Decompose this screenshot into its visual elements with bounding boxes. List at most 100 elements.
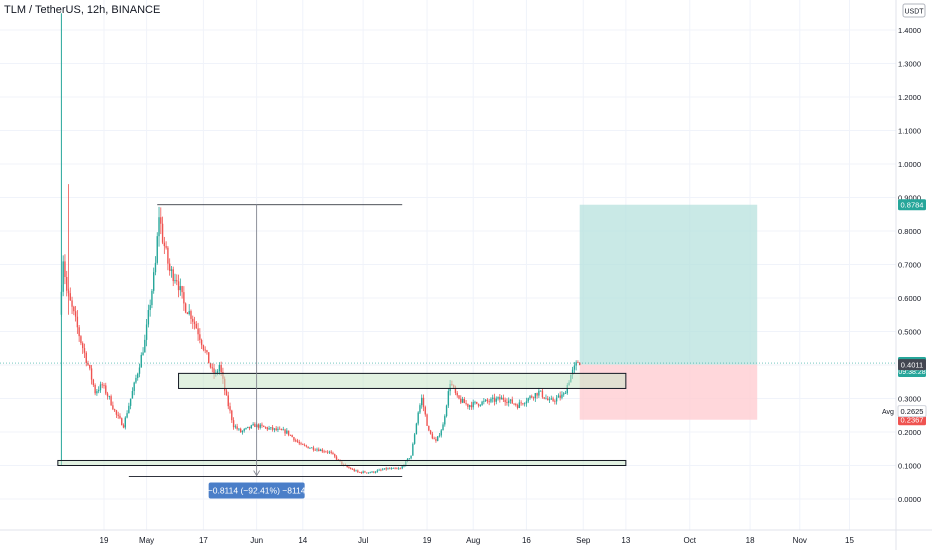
candle-body — [575, 362, 577, 366]
candle-body — [364, 471, 366, 473]
candle-body — [332, 452, 334, 455]
candle-body — [483, 400, 485, 402]
price-candles — [60, 13, 581, 474]
candle-body — [168, 263, 171, 271]
candle-body — [351, 469, 354, 470]
price-tick-label: 1.2000 — [898, 93, 921, 102]
candle-body — [106, 393, 109, 397]
candle-body — [374, 471, 377, 473]
candle-body — [579, 362, 581, 366]
candle-body — [209, 363, 212, 368]
candle-body — [82, 343, 84, 349]
candle-body — [220, 365, 222, 373]
candle-body — [367, 472, 370, 474]
candle-body — [486, 399, 489, 402]
candle-body — [309, 447, 311, 449]
candle-body — [383, 468, 386, 470]
candle-body — [163, 242, 166, 247]
candle-body — [346, 465, 348, 468]
candle-body — [474, 401, 476, 403]
candle-body — [325, 451, 327, 453]
candle-body — [360, 472, 363, 473]
candle-body — [545, 398, 547, 400]
candle-body — [571, 369, 574, 375]
candle-body — [518, 402, 521, 408]
candle-body — [135, 377, 137, 383]
time-tick-label: Oct — [684, 536, 697, 545]
candle-body — [495, 398, 497, 402]
candle-body — [529, 396, 531, 399]
candle-body — [156, 236, 158, 263]
candle-body — [318, 449, 320, 452]
price-axis[interactable]: 1.4000 1.3000 1.2000 1.1000 1.0000 0.9000 0.80… — [895, 0, 921, 550]
candle-body — [211, 367, 213, 369]
candle-body — [208, 352, 210, 364]
candle-body — [555, 397, 558, 402]
candle-body — [144, 339, 146, 353]
candle-body — [94, 384, 96, 394]
candle-body — [295, 440, 297, 442]
candle-body — [87, 363, 89, 365]
candle-body — [463, 398, 466, 404]
candle-body — [234, 426, 237, 428]
candle-body — [422, 397, 425, 408]
time-tick-label: 19 — [100, 536, 109, 545]
drawings[interactable]: −0.8114 (−92.41%) −8114 — [0, 204, 896, 499]
price-tick-label: 0.0000 — [898, 495, 921, 504]
symbol-title[interactable]: TLM / TetherUS, 12h, BINANCE — [4, 4, 161, 16]
candle-body — [275, 428, 277, 430]
candle-body — [147, 309, 150, 325]
candle-body — [547, 398, 549, 401]
candle-body — [74, 311, 77, 317]
time-tick-label: Sep — [576, 536, 591, 545]
candle-body — [282, 429, 284, 431]
candle-body — [259, 424, 261, 428]
avg-price-label: Avg — [882, 409, 894, 416]
candle-body — [477, 403, 480, 406]
candle-body — [442, 424, 444, 431]
candle-body — [229, 406, 231, 411]
candle-body — [445, 405, 448, 417]
candle-body — [112, 405, 114, 410]
candle-body — [458, 395, 460, 399]
candle-body — [516, 405, 519, 408]
candle-body — [307, 446, 309, 449]
candle-body — [499, 397, 501, 400]
candle-body — [85, 352, 87, 364]
candle-body — [497, 397, 499, 399]
candle-body — [348, 467, 350, 468]
time-axis[interactable]: 19 May 17 Jun 14 Jul 19 Aug 16 Sep 13 Oct 18 Nov 15 — [0, 529, 932, 545]
candle-body — [113, 409, 116, 411]
candle-body — [392, 467, 395, 469]
stop-price-badge: 0.2367 — [901, 416, 924, 425]
currency-badge-box[interactable] — [902, 3, 926, 18]
target-zone[interactable] — [579, 204, 758, 365]
candle-body — [270, 427, 272, 429]
candle-body — [213, 368, 215, 374]
drawing-zones[interactable] — [579, 204, 758, 420]
candle-body — [426, 414, 428, 426]
candle-body — [277, 428, 279, 430]
support-zone[interactable] — [57, 459, 627, 467]
time-tick-label: 18 — [746, 536, 755, 545]
candle-body — [387, 468, 389, 470]
candle-body — [557, 395, 560, 398]
candle-body — [108, 396, 111, 397]
candle-body — [151, 290, 153, 306]
candle-body — [289, 434, 292, 436]
price-tick-label: 0.1000 — [898, 462, 921, 471]
candle-body — [273, 428, 276, 430]
candle-body — [197, 328, 199, 335]
candle-body — [97, 390, 100, 392]
candle-body — [206, 350, 208, 353]
resistance-zone[interactable] — [178, 372, 627, 389]
candle-body — [380, 469, 382, 471]
candle-body — [193, 321, 196, 324]
candle-body — [236, 426, 238, 429]
candle-body — [508, 400, 510, 404]
time-tick-label: May — [139, 536, 154, 545]
candle-body — [231, 410, 233, 421]
candle-body — [131, 390, 134, 399]
candle-body — [435, 439, 437, 441]
